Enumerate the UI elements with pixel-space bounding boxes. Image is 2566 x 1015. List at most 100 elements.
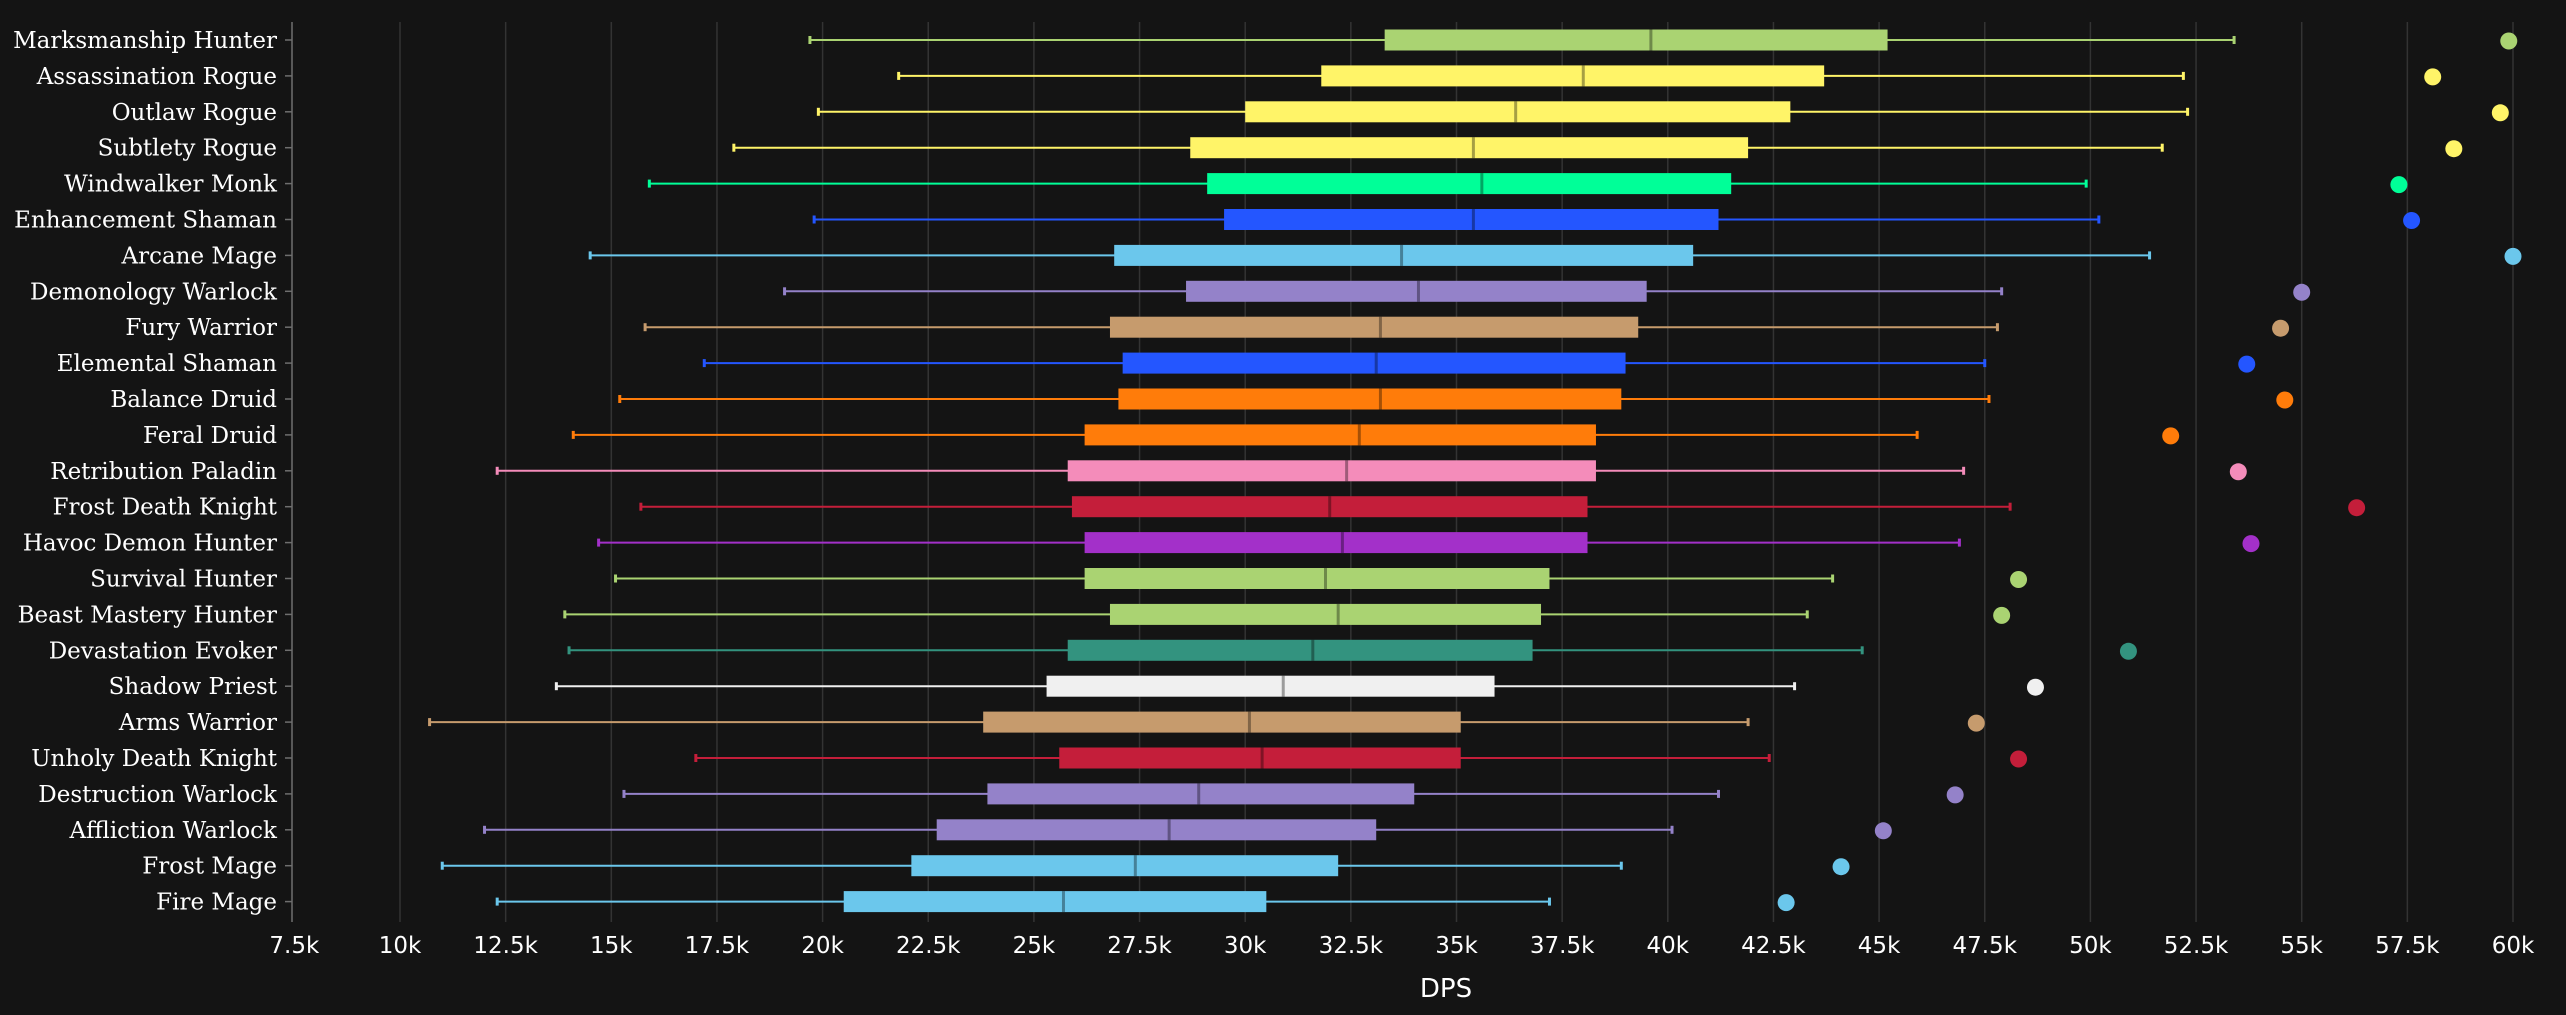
outlier-point[interactable]	[1777, 894, 1795, 912]
outlier-point[interactable]	[2242, 535, 2260, 553]
iqr-box[interactable]	[1384, 29, 1888, 51]
outlier-point[interactable]	[2229, 463, 2247, 481]
outlier-point[interactable]	[1832, 858, 1850, 876]
category-label: Survival Hunter	[90, 567, 277, 593]
iqr-box[interactable]	[1190, 137, 1749, 159]
box-row	[732, 137, 2463, 159]
category-label: Fury Warrior	[125, 315, 277, 341]
x-tick-label: 55k	[2280, 933, 2323, 959]
iqr-box[interactable]	[1071, 496, 1588, 518]
iqr-box[interactable]	[1059, 747, 1461, 769]
box-row	[643, 316, 2290, 338]
box-row	[440, 855, 1850, 877]
box-row	[597, 532, 2260, 554]
iqr-box[interactable]	[843, 891, 1267, 913]
box-row	[614, 568, 2028, 589]
outlier-point[interactable]	[2026, 678, 2044, 696]
outlier-point[interactable]	[2390, 176, 2408, 194]
category-labels: Marksmanship Hunter Assassination Rogue Ou…	[13, 28, 278, 916]
outlier-point[interactable]	[1874, 822, 1892, 840]
box-row	[694, 747, 2028, 769]
category-label: Balance Druid	[110, 387, 277, 413]
box-row	[812, 209, 2421, 230]
iqr-box[interactable]	[1084, 568, 1550, 589]
iqr-box[interactable]	[987, 783, 1415, 805]
box-row	[639, 496, 2366, 518]
x-tick-labels: 7.5k 10k 12.5k 15k 17.5k 20k 22.5k 25k 27.5k 30k 3…	[269, 933, 2535, 959]
category-label: Demonology Warlock	[30, 279, 278, 305]
category-label: Shadow Priest	[109, 674, 278, 700]
outlier-point[interactable]	[2272, 319, 2290, 337]
outlier-point[interactable]	[2504, 247, 2522, 265]
outlier-point[interactable]	[2500, 32, 2518, 50]
box-row	[483, 819, 1892, 841]
outlier-point[interactable]	[2162, 427, 2180, 445]
box-row	[571, 424, 2180, 446]
x-tick-label: 35k	[1435, 933, 1478, 959]
outlier-point[interactable]	[2119, 642, 2137, 660]
x-tick-label: 37.5k	[1530, 933, 1595, 959]
outlier-point[interactable]	[2010, 750, 2028, 768]
iqr-box[interactable]	[1321, 65, 1825, 87]
category-label: Unholy Death Knight	[31, 746, 278, 772]
outlier-point[interactable]	[2293, 283, 2311, 301]
outlier-point[interactable]	[2403, 212, 2421, 229]
category-label: Windwalker Monk	[64, 172, 278, 198]
category-label: Beast Mastery Hunter	[18, 602, 277, 628]
outlier-point[interactable]	[2348, 499, 2366, 517]
iqr-box[interactable]	[1207, 173, 1732, 195]
x-tick-label: 22.5k	[896, 933, 961, 959]
iqr-box[interactable]	[1046, 675, 1495, 697]
iqr-box[interactable]	[1114, 244, 1694, 266]
box-row	[563, 603, 2011, 625]
category-label: Enhancement Shaman	[14, 208, 277, 234]
plot-area	[428, 29, 2522, 913]
category-label: Fire Mage	[156, 890, 277, 916]
grid-lines	[399, 22, 2514, 922]
iqr-box[interactable]	[911, 855, 1339, 877]
iqr-box[interactable]	[1084, 532, 1588, 554]
iqr-box[interactable]	[1109, 316, 1639, 338]
iqr-box[interactable]	[1067, 460, 1596, 482]
outlier-point[interactable]	[2010, 571, 2028, 588]
outlier-point[interactable]	[2491, 104, 2509, 122]
box-row	[618, 388, 2294, 410]
outlier-point[interactable]	[2445, 140, 2463, 158]
iqr-box[interactable]	[1186, 280, 1647, 302]
iqr-box[interactable]	[1224, 209, 1719, 230]
outlier-point[interactable]	[2238, 355, 2256, 373]
category-label: Affliction Warlock	[69, 818, 279, 844]
iqr-box[interactable]	[1084, 424, 1596, 446]
box-row	[428, 711, 1985, 733]
outlier-point[interactable]	[1946, 786, 1964, 804]
category-label: Retribution Paladin	[50, 459, 277, 485]
x-tick-label: 32.5k	[1319, 933, 1384, 959]
x-tick-label: 50k	[2069, 933, 2112, 959]
category-label: Arms Warrior	[118, 710, 277, 736]
box-row	[495, 460, 2247, 482]
category-label: Destruction Warlock	[38, 782, 278, 808]
iqr-box[interactable]	[1109, 603, 1542, 625]
outlier-point[interactable]	[2276, 391, 2294, 409]
box-row	[622, 783, 1964, 805]
iqr-box[interactable]	[1122, 352, 1626, 374]
iqr-box[interactable]	[1118, 388, 1622, 410]
outlier-point[interactable]	[1993, 606, 2011, 624]
box-row	[647, 173, 2408, 195]
iqr-box[interactable]	[1067, 639, 1533, 661]
iqr-box[interactable]	[983, 711, 1461, 733]
x-tick-label: 42.5k	[1741, 933, 1806, 959]
outlier-point[interactable]	[2424, 68, 2442, 86]
x-tick-label: 40k	[1647, 933, 1690, 959]
x-tick-label: 7.5k	[269, 933, 320, 959]
category-label: Arcane Mage	[120, 243, 277, 269]
outlier-point[interactable]	[1967, 714, 1985, 732]
category-label: Frost Death Knight	[53, 495, 278, 521]
category-label: Outlaw Rogue	[112, 100, 277, 126]
x-tick-label: 27.5k	[1107, 933, 1172, 959]
iqr-box[interactable]	[1245, 101, 1791, 123]
iqr-box[interactable]	[936, 819, 1377, 841]
box-row	[816, 101, 2509, 123]
x-tick-label: 20k	[801, 933, 844, 959]
